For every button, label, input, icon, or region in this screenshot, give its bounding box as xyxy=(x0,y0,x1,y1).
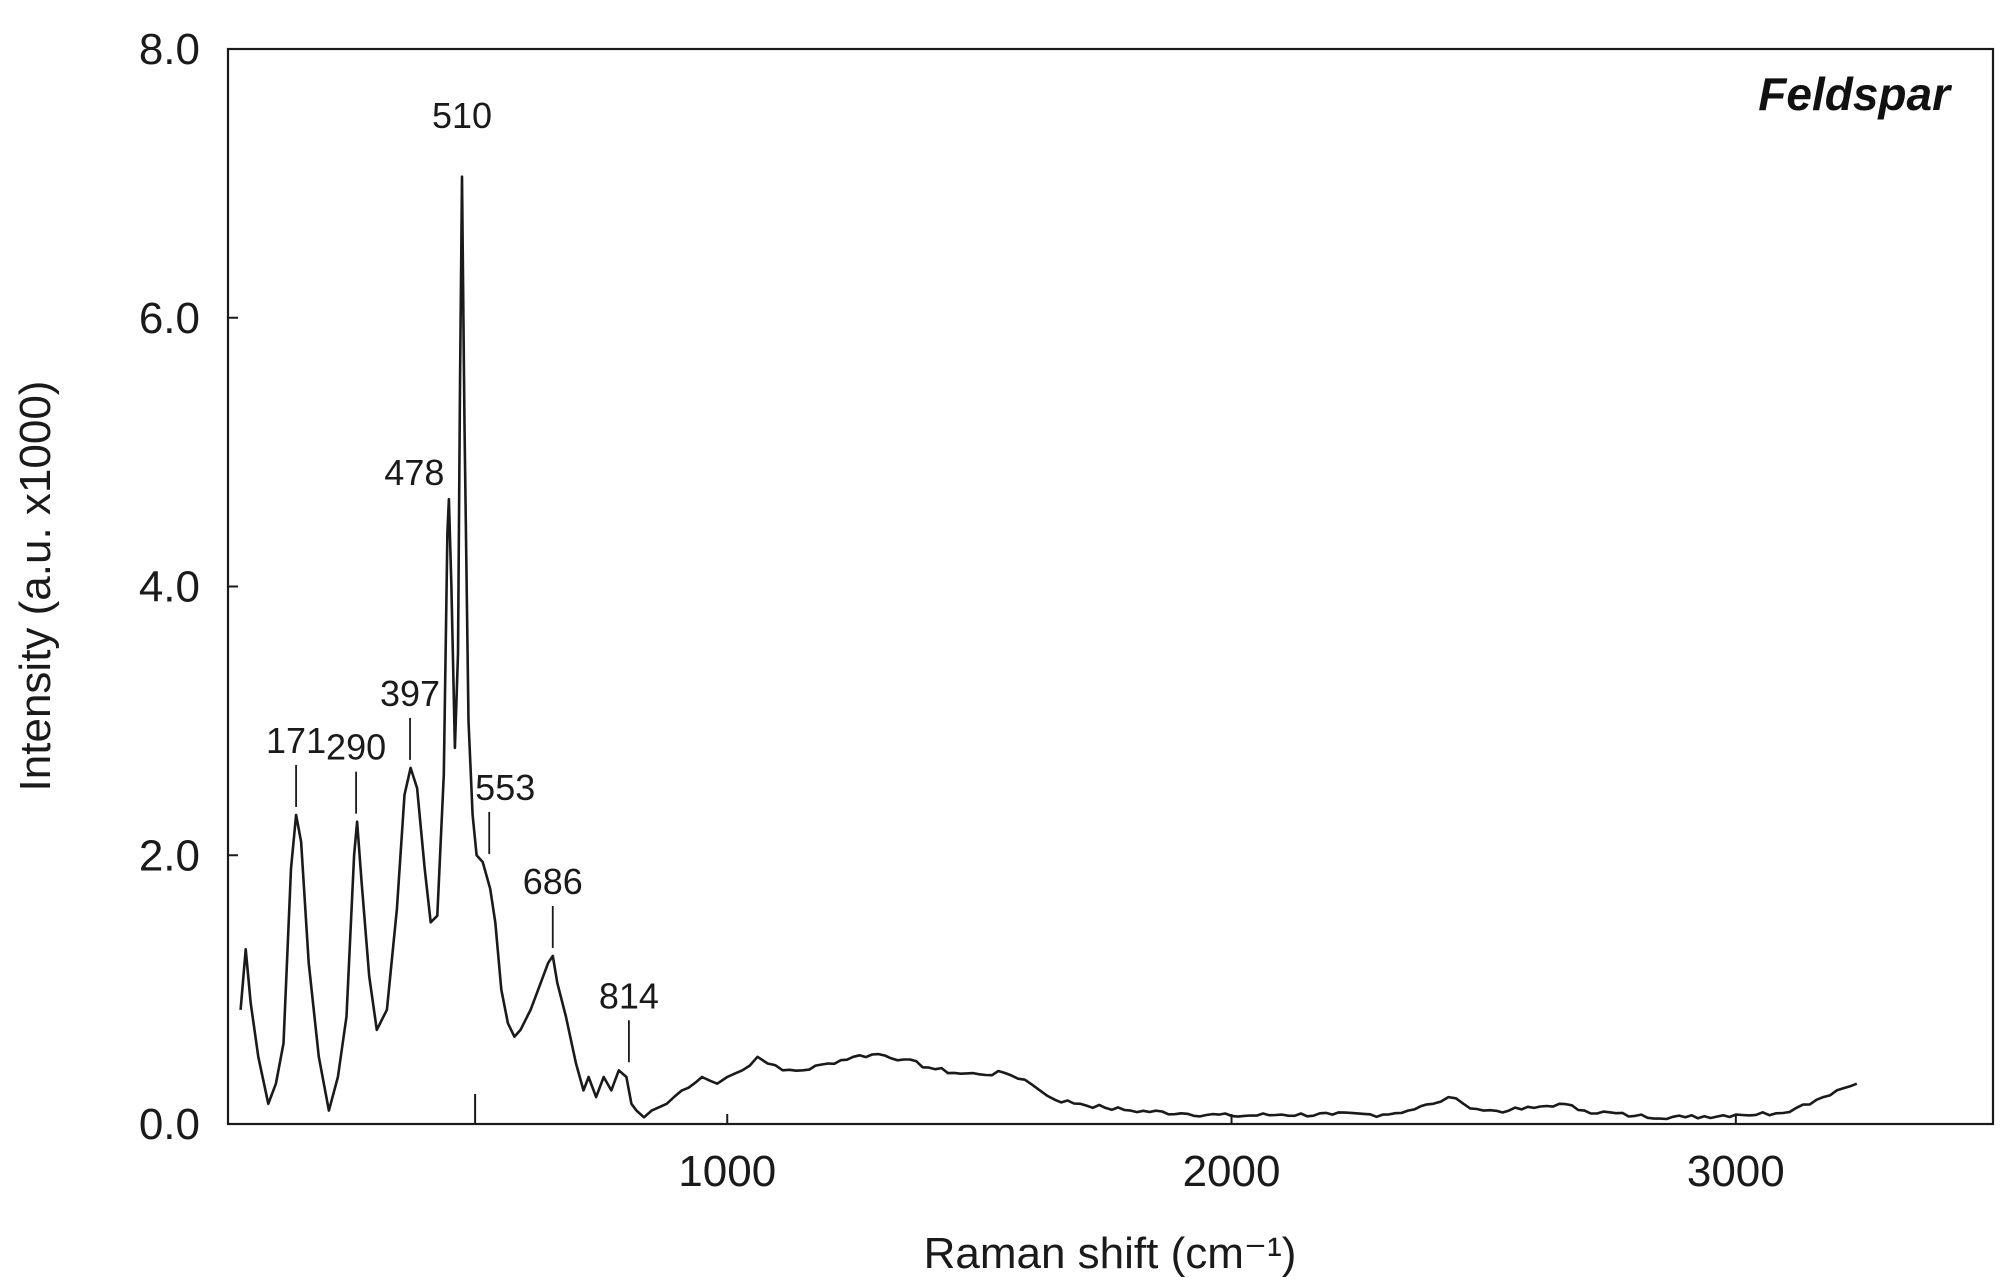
x-tick-label: 1000 xyxy=(678,1147,776,1196)
peak-label: 171 xyxy=(266,720,326,761)
peak-label: 814 xyxy=(599,975,659,1016)
chart-title: Feldspar xyxy=(1758,68,1952,120)
y-tick-label: 6.0 xyxy=(139,294,200,343)
peak-label: 290 xyxy=(326,727,386,768)
y-tick-label: 2.0 xyxy=(139,831,200,880)
peak-annotations: 171 290 397 478 510 553 686 814 xyxy=(266,95,659,1063)
peak-label: 686 xyxy=(523,861,583,902)
x-axis-title: Raman shift (cm⁻¹) xyxy=(924,1229,1297,1278)
y-tick-label: 8.0 xyxy=(139,25,200,74)
x-axis: 1000 2000 3000 xyxy=(474,1094,1785,1196)
x-tick-label: 2000 xyxy=(1183,1147,1281,1196)
y-axis-title: Intensity (a.u. x1000) xyxy=(11,381,60,792)
peak-label: 553 xyxy=(475,767,535,808)
peak-label: 510 xyxy=(432,95,492,136)
peak-label: 478 xyxy=(384,452,444,493)
y-tick-label: 0.0 xyxy=(139,1100,200,1149)
spectrum-line xyxy=(239,175,1858,1121)
y-axis: 0.0 2.0 4.0 6.0 8.0 xyxy=(139,25,238,1149)
y-tick-label: 4.0 xyxy=(139,563,200,612)
plot-frame xyxy=(226,47,1995,1126)
peak-label: 397 xyxy=(380,673,440,714)
x-tick-label: 3000 xyxy=(1687,1147,1785,1196)
